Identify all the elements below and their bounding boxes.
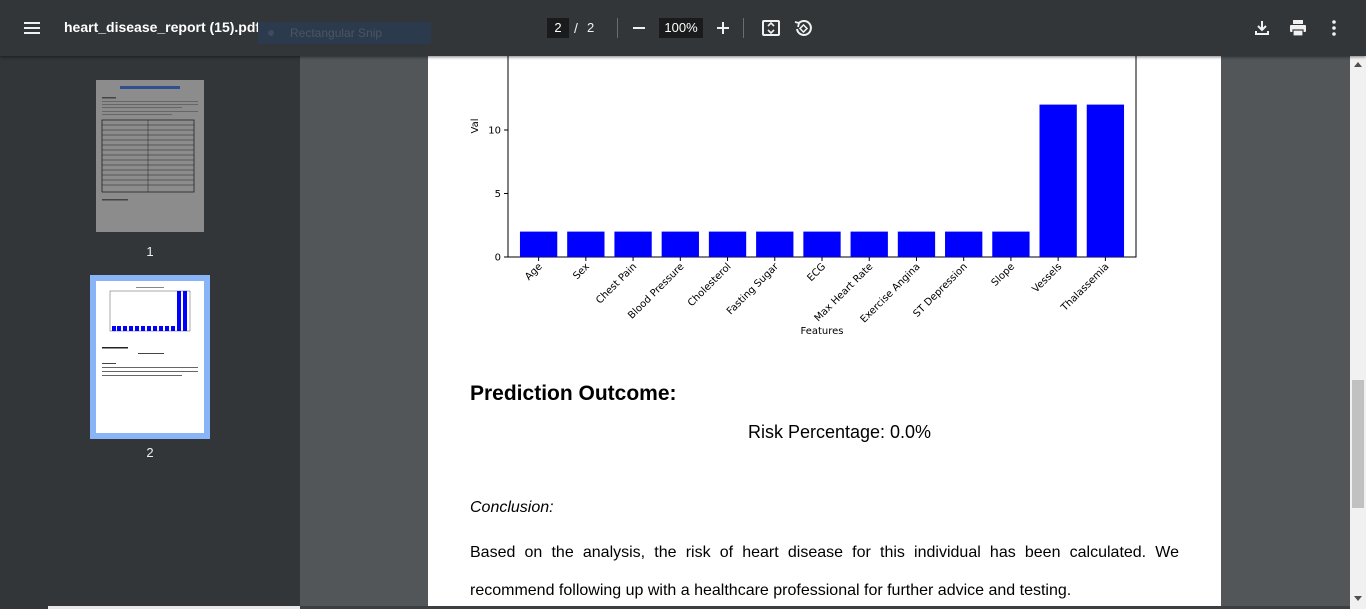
scroll-up-arrow-icon[interactable]	[1354, 62, 1362, 67]
document-title: heart_disease_report (15).pdf	[64, 19, 261, 35]
x-tick-label: Age	[523, 261, 544, 282]
bar	[519, 231, 558, 257]
document-viewer: Age Sex Chest Pain Blood Pressure Cholestero…	[300, 56, 1350, 609]
x-axis-label: Features	[801, 326, 844, 336]
download-icon	[1255, 21, 1269, 35]
download-button[interactable]	[1246, 12, 1278, 44]
print-button[interactable]	[1282, 12, 1314, 44]
rotate-button[interactable]	[787, 12, 819, 44]
thumbnail-label: 2	[146, 445, 154, 460]
prediction-outcome-heading: Prediction Outcome:	[470, 382, 677, 405]
page-2-preview	[96, 281, 204, 433]
x-tick-label: Thalassemia	[1059, 261, 1112, 314]
bar	[756, 231, 794, 257]
fit-page-button[interactable]	[755, 12, 787, 44]
bar	[614, 231, 652, 257]
menu-icon[interactable]	[16, 12, 48, 44]
thumbnail-sidebar: 1 2	[0, 56, 336, 609]
bar	[803, 231, 841, 257]
horizontal-scrollbar[interactable]	[48, 606, 336, 609]
bar	[1086, 104, 1125, 257]
y-axis-label: Val	[470, 119, 481, 134]
page-thumbnail-1[interactable]	[96, 80, 204, 232]
rotate-icon	[794, 20, 812, 36]
more-vert-icon	[1332, 20, 1336, 36]
x-tick-label: Slope	[990, 261, 1017, 288]
bar	[661, 231, 699, 257]
print-icon	[1290, 20, 1306, 37]
zoom-input[interactable]: 100%	[659, 18, 703, 38]
thumbnail-label: 1	[146, 244, 154, 259]
fit-page-icon	[762, 20, 780, 36]
bar	[945, 231, 983, 257]
page-1-preview	[96, 80, 204, 232]
plus-icon	[717, 22, 729, 34]
x-tick-label: Chest Pain	[594, 261, 639, 306]
risk-percentage: Risk Percentage: 0.0%	[747, 422, 932, 442]
bottom-edge	[300, 606, 1350, 609]
toolbar-divider	[617, 18, 618, 38]
bar	[850, 231, 888, 257]
x-tick-label: Vessels	[1030, 261, 1064, 295]
x-tick-label: Cholesterol	[686, 261, 734, 309]
page-thumbnail-2[interactable]	[96, 281, 204, 433]
bar	[897, 231, 936, 257]
zoom-out-button[interactable]	[623, 12, 655, 44]
bar	[992, 231, 1030, 257]
minus-icon	[633, 27, 645, 29]
bar	[567, 231, 605, 257]
more-options-button[interactable]	[1318, 12, 1350, 44]
conclusion-label: Conclusion:	[470, 499, 554, 516]
page-separator: /	[574, 20, 578, 36]
bar	[708, 231, 747, 257]
y-tick-label: 10	[488, 126, 501, 137]
scroll-down-arrow-icon[interactable]	[1354, 596, 1362, 601]
scrollbar-thumb[interactable]	[1352, 380, 1364, 508]
x-tick-label: Sex	[571, 261, 592, 282]
zoom-in-button[interactable]	[707, 12, 739, 44]
toolbar-divider	[743, 18, 744, 38]
pdf-toolbar: heart_disease_report (15).pdf Rectangula…	[0, 0, 1366, 56]
rectangular-snip-overlay: Rectangular Snip	[258, 22, 431, 44]
pdf-page: Age Sex Chest Pain Blood Pressure Cholestero…	[428, 56, 1221, 609]
conclusion-text: Based on the analysis, the risk of heart…	[470, 544, 1179, 599]
bar	[1039, 104, 1077, 257]
y-tick-label: 0	[495, 253, 501, 264]
vertical-scrollbar[interactable]	[1350, 56, 1366, 609]
x-tick-label: ECG	[805, 261, 828, 284]
y-tick-label: 5	[495, 189, 501, 200]
total-pages: 2	[587, 20, 595, 35]
current-page-input[interactable]: 2	[547, 18, 569, 38]
